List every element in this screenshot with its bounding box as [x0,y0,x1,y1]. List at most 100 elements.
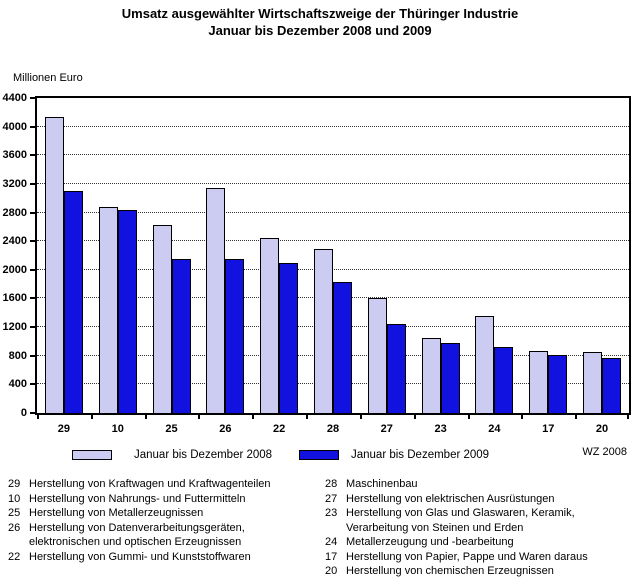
y-tick-label-3600: 3600 [2,149,27,162]
y-tick-label-4000: 4000 [2,120,27,133]
x-tick-label-25: 25 [165,423,178,435]
y-axis-unit-label: Millionen Euro [13,72,83,84]
bar-group-17 [521,98,575,413]
bar-2009-24 [494,347,514,413]
footnote-code: 24 [325,536,338,548]
y-tick-mark-4400 [30,97,35,99]
x-axis-ticks [37,415,629,420]
y-tick-label-3200: 3200 [2,177,27,190]
bar-group-24 [468,98,522,413]
y-tick-label-2800: 2800 [2,206,27,219]
y-tick-label-4400: 4400 [2,92,27,104]
footnote-item-23: 23 Herstellung von Glas und Glaswaren, Ke… [325,506,637,535]
legend-item-2009: Januar bis Dezember 2009 [299,448,489,462]
bar-2009-22 [279,262,299,413]
bar-group-23 [414,98,468,413]
bar-2008-17 [529,351,549,413]
x-tick-mark-5 [306,415,309,419]
legend-swatch-2009 [299,450,339,460]
y-tick-label-800: 800 [8,349,27,362]
bar-2008-26 [206,187,226,413]
bar-group-26 [198,98,252,413]
footnote-column-right: 28 Maschinenbau 27 Herstellung von elektris… [325,477,637,579]
footnote-code: 10 [8,492,21,505]
bar-2009-27 [386,324,406,413]
bar-2008-24 [475,316,495,413]
x-tick-label-20: 20 [595,423,609,435]
legend-item-2008: Januar bis Dezember 2008 [72,448,272,462]
y-tick-label-1200: 1200 [2,321,27,334]
x-tick-label-29: 29 [57,423,71,435]
y-tick-mark-1600 [30,297,35,300]
footnote-code: 23 [325,507,338,519]
footnote-text: Metallerzeugung und -bearbeitung [346,536,514,548]
gridline-2800 [37,211,629,213]
bar-2008-25 [152,225,172,413]
x-tick-mark-1 [90,415,93,419]
y-tick-label-2400: 2400 [2,235,27,248]
footnote-item-27: 27 Herstellung von elektrischen Ausrüstun… [325,492,637,507]
bar-group-25 [145,98,199,413]
footnote-code: 17 [325,550,338,563]
bar-2009-23 [440,342,460,413]
x-tick-label-28: 28 [326,423,340,435]
x-tick-mark-7 [413,415,416,419]
footnote-code: 29 [8,478,21,490]
footnote-item-28: 28 Maschinenbau [325,477,637,492]
x-tick-mark-10 [575,415,578,419]
footnote-text: Herstellung von chemischen Erzeugnissen [346,565,554,577]
y-tick-mark-2000 [30,268,35,271]
gridline-3200 [37,182,629,184]
footnote-text: Herstellung von Kraftwagen und Kraftwage… [29,478,271,490]
x-tick-label-22: 22 [273,423,286,435]
footnote-text: Maschinenbau [346,478,418,490]
x-tick-label-26: 26 [219,423,232,435]
footnote-code: 22 [8,550,21,563]
x-tick-label-10: 10 [111,423,124,435]
footnote-text: Herstellung von Metallerzeugnissen [29,507,204,519]
footnote-text: Herstellung von Nahrungs- und Futtermitt… [29,492,246,505]
footnote-item-26: 26 Herstellung von Datenverarbeitungsgerä… [8,521,320,550]
footnote-code: 26 [8,521,21,534]
y-tick-mark-0 [30,412,35,414]
bar-group-20 [575,98,629,413]
footnote-item-22: 22 Herstellung von Gummi- und Kunststoffw… [8,550,320,565]
bar-groups [37,98,629,413]
classification-note: WZ 2008 [582,446,627,458]
x-tick-mark-2 [144,415,147,419]
y-tick-mark-1200 [30,326,35,329]
y-tick-mark-3600 [30,154,35,157]
footnote-text: Herstellung von Gummi- und Kunststoffwar… [29,550,251,563]
y-tick-label-0: 0 [20,407,27,419]
footnote-text: Herstellung von Glas und Glaswaren, Kera… [346,507,575,534]
bar-2008-22 [260,238,280,413]
x-tick-label-24: 24 [488,423,501,435]
bar-2009-10 [117,210,137,413]
y-tick-mark-3200 [30,182,35,185]
bar-2009-25 [171,259,191,413]
x-tick-mark-6 [359,415,362,419]
y-tick-label-400: 400 [8,378,27,391]
bar-2009-28 [332,282,352,413]
x-tick-mark-11 [627,415,629,419]
footnote-item-29: 29 Herstellung von Kraftwagen und Kraftwa… [8,477,320,492]
x-tick-label-23: 23 [434,423,447,435]
footnote-text: Herstellung von Papier, Pappe und Waren … [346,550,588,563]
footnote-code: 27 [325,492,338,505]
bar-2009-26 [225,259,245,413]
bar-2008-28 [313,249,333,413]
footnote-item-17: 17 Herstellung von Papier, Pappe und Ware… [325,550,637,565]
footnote-code: 28 [325,478,338,490]
x-tick-label-17: 17 [542,423,555,435]
legend-label-2008: Januar bis Dezember 2008 [134,449,273,461]
y-tick-mark-2400 [30,240,35,243]
y-tick-label-1600: 1600 [2,292,27,305]
bar-2009-29 [63,191,83,413]
y-tick-mark-400 [30,383,35,386]
footnote-item-20: 20 Herstellung von chemischen Erzeugnisse… [325,564,637,579]
y-tick-mark-800 [30,354,35,357]
plot-area [35,96,631,415]
gridline-3600 [37,154,629,156]
legend-swatch-2008 [72,450,112,460]
